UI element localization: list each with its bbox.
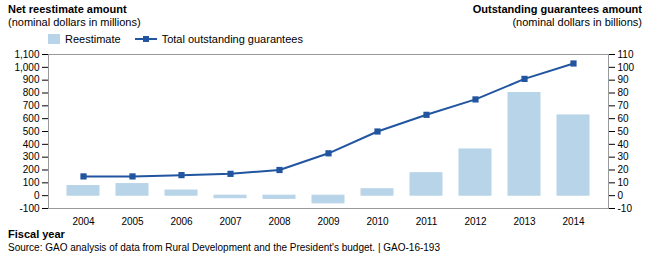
svg-text:2013: 2013 xyxy=(513,216,536,227)
svg-text:400: 400 xyxy=(23,139,40,150)
svg-text:0: 0 xyxy=(34,190,40,201)
svg-text:2008: 2008 xyxy=(268,216,291,227)
svg-text:800: 800 xyxy=(23,87,40,98)
svg-text:1,000: 1,000 xyxy=(14,62,39,73)
svg-text:110: 110 xyxy=(618,49,634,60)
html-text:Outstanding guarantees amount: Outstanding guarantees amount xyxy=(472,3,642,15)
svg-text:2004: 2004 xyxy=(72,216,95,227)
svg-text:600: 600 xyxy=(23,113,40,124)
svg-text:300: 300 xyxy=(23,151,40,162)
html-text:Total outstanding guarantees: Total outstanding guarantees xyxy=(161,33,303,45)
svg-text:60: 60 xyxy=(618,113,630,124)
svg-text:-10: -10 xyxy=(618,203,633,214)
svg-text:2007: 2007 xyxy=(219,216,242,227)
html-text:Reestimate: Reestimate xyxy=(65,33,121,45)
svg-text:0: 0 xyxy=(618,190,624,201)
svg-text:2009: 2009 xyxy=(317,216,340,227)
svg-text:1,100: 1,100 xyxy=(14,49,39,60)
svg-text:-100: -100 xyxy=(19,203,39,214)
svg-text:2012: 2012 xyxy=(464,216,487,227)
svg-text:30: 30 xyxy=(618,151,630,162)
svg-text:200: 200 xyxy=(23,164,40,175)
svg-text:500: 500 xyxy=(23,126,40,137)
html-text:Source: GAO analysis of data f: Source: GAO analysis of data from Rural … xyxy=(8,242,440,253)
html-text:(nominal dollars in millions): (nominal dollars in millions) xyxy=(8,16,141,28)
svg-text:700: 700 xyxy=(23,100,40,111)
svg-text:2006: 2006 xyxy=(170,216,193,227)
svg-text:40: 40 xyxy=(618,139,630,150)
svg-text:2005: 2005 xyxy=(121,216,144,227)
svg-text:80: 80 xyxy=(618,87,630,98)
svg-text:900: 900 xyxy=(23,74,40,85)
svg-text:90: 90 xyxy=(618,74,630,85)
svg-text:70: 70 xyxy=(618,100,630,111)
html-text:Net reestimate amount: Net reestimate amount xyxy=(8,3,127,15)
svg-text:2010: 2010 xyxy=(366,216,389,227)
html-text:(nominal dollars in billions): (nominal dollars in billions) xyxy=(512,16,642,28)
svg-text:2014: 2014 xyxy=(562,216,585,227)
svg-text:50: 50 xyxy=(618,126,630,137)
svg-text:2011: 2011 xyxy=(416,216,438,227)
html-text:Fiscal year: Fiscal year xyxy=(8,228,65,240)
svg-text:20: 20 xyxy=(618,164,630,175)
svg-text:100: 100 xyxy=(23,177,40,188)
svg-text:10: 10 xyxy=(618,177,630,188)
svg-text:100: 100 xyxy=(618,62,635,73)
